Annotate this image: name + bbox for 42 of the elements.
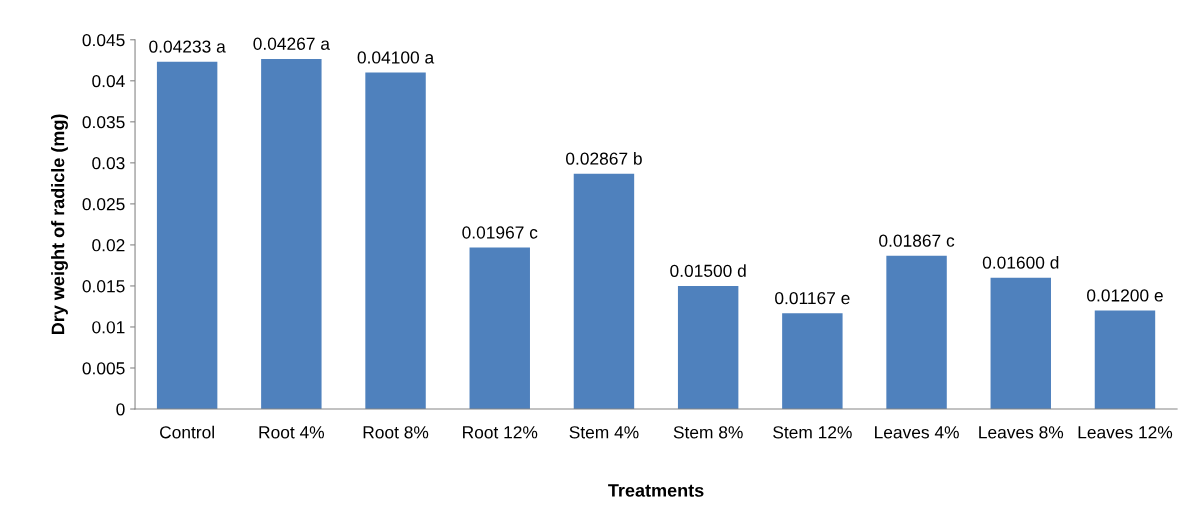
y-tick-label: 0.025	[82, 198, 125, 211]
x-tick-label: Stem 12%	[773, 426, 852, 439]
x-tick-label: Stem 8%	[673, 426, 743, 439]
bar	[573, 173, 635, 410]
data-label: 0.04267 a	[253, 37, 330, 50]
x-tick-label: Root 4%	[259, 426, 325, 439]
y-tick-label: 0.045	[82, 33, 125, 47]
data-label: 0.01167 e	[775, 291, 850, 305]
y-tick-label: 0.035	[82, 116, 125, 129]
data-label: 0.01867 c	[879, 234, 955, 247]
data-label: 0.01500 d	[670, 264, 746, 277]
bar	[365, 72, 426, 410]
x-tick-label: Stem 4%	[569, 426, 639, 439]
data-label: 0.01600 d	[982, 256, 1059, 269]
bar	[677, 285, 739, 410]
x-tick-label: Control	[160, 425, 214, 439]
data-label: 0.01967 c	[462, 226, 538, 239]
data-label: 0.04100 a	[357, 51, 435, 64]
y-tick-label: 0.02	[92, 239, 125, 252]
y-tick-label: 0.04	[92, 74, 125, 88]
bar	[886, 255, 947, 410]
bar	[990, 277, 1051, 410]
bar	[469, 247, 530, 410]
y-tick-label: 0.03	[92, 157, 125, 170]
data-label: 0.01200 e	[1087, 289, 1163, 302]
data-label: 0.04233 a	[149, 40, 226, 53]
y-tick-label: 0.005	[82, 362, 125, 375]
bar	[156, 61, 218, 410]
bar	[782, 313, 843, 410]
x-tick-label: Leaves 12%	[1078, 426, 1173, 439]
x-tick-label: Root 8%	[363, 426, 429, 439]
bar	[261, 58, 322, 410]
x-tick-label: Leaves 8%	[979, 426, 1064, 439]
data-label: 0.02867 b	[566, 152, 642, 165]
y-axis-title: Dry weight of radicle (mg)	[51, 114, 68, 335]
x-tick-label: Leaves 4%	[875, 426, 959, 439]
bar	[1094, 310, 1156, 410]
x-axis-title: Treatments	[608, 484, 704, 497]
y-tick-label: 0	[116, 403, 125, 416]
y-tick-label: 0.01	[92, 321, 125, 334]
x-tick-label: Root 12%	[463, 426, 538, 439]
y-tick-label: 0.015	[82, 280, 125, 293]
